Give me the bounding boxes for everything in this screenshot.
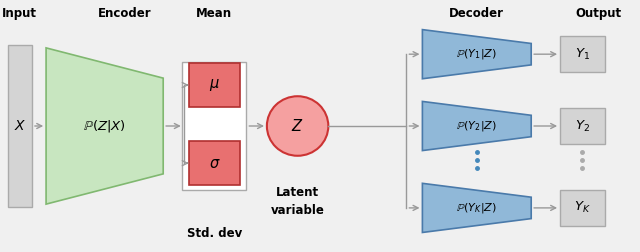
Polygon shape bbox=[422, 183, 531, 232]
Text: Encoder: Encoder bbox=[98, 7, 152, 20]
Text: $Y_2$: $Y_2$ bbox=[575, 118, 590, 134]
Text: Decoder: Decoder bbox=[449, 7, 504, 20]
FancyBboxPatch shape bbox=[182, 62, 246, 190]
Text: $\mu$: $\mu$ bbox=[209, 77, 220, 93]
Text: $\mathbb{P}(Y_1|Z)$: $\mathbb{P}(Y_1|Z)$ bbox=[456, 47, 497, 61]
Text: $\mathbb{P}(Y_K|Z)$: $\mathbb{P}(Y_K|Z)$ bbox=[456, 201, 497, 215]
Text: Output: Output bbox=[575, 7, 621, 20]
Text: Latent: Latent bbox=[276, 186, 319, 199]
Text: variable: variable bbox=[271, 204, 324, 217]
FancyBboxPatch shape bbox=[560, 108, 605, 144]
Text: $\mathbb{P}(Y_2|Z)$: $\mathbb{P}(Y_2|Z)$ bbox=[456, 119, 497, 133]
Text: $\sigma$: $\sigma$ bbox=[209, 155, 220, 171]
Text: $Y_1$: $Y_1$ bbox=[575, 47, 590, 62]
Text: $Z$: $Z$ bbox=[291, 118, 304, 134]
FancyBboxPatch shape bbox=[8, 45, 32, 207]
Polygon shape bbox=[422, 29, 531, 79]
Polygon shape bbox=[46, 48, 163, 204]
Text: Mean: Mean bbox=[196, 7, 232, 20]
Text: Input: Input bbox=[3, 7, 37, 20]
Polygon shape bbox=[422, 101, 531, 151]
FancyBboxPatch shape bbox=[560, 190, 605, 226]
Text: Std. dev: Std. dev bbox=[187, 227, 242, 240]
FancyBboxPatch shape bbox=[189, 141, 240, 185]
FancyBboxPatch shape bbox=[560, 36, 605, 73]
Text: $Y_K$: $Y_K$ bbox=[574, 200, 591, 215]
Text: $\mathbb{P}(Z|X)$: $\mathbb{P}(Z|X)$ bbox=[83, 118, 126, 134]
Ellipse shape bbox=[267, 96, 328, 156]
Text: $X$: $X$ bbox=[13, 119, 26, 133]
FancyBboxPatch shape bbox=[189, 63, 240, 107]
